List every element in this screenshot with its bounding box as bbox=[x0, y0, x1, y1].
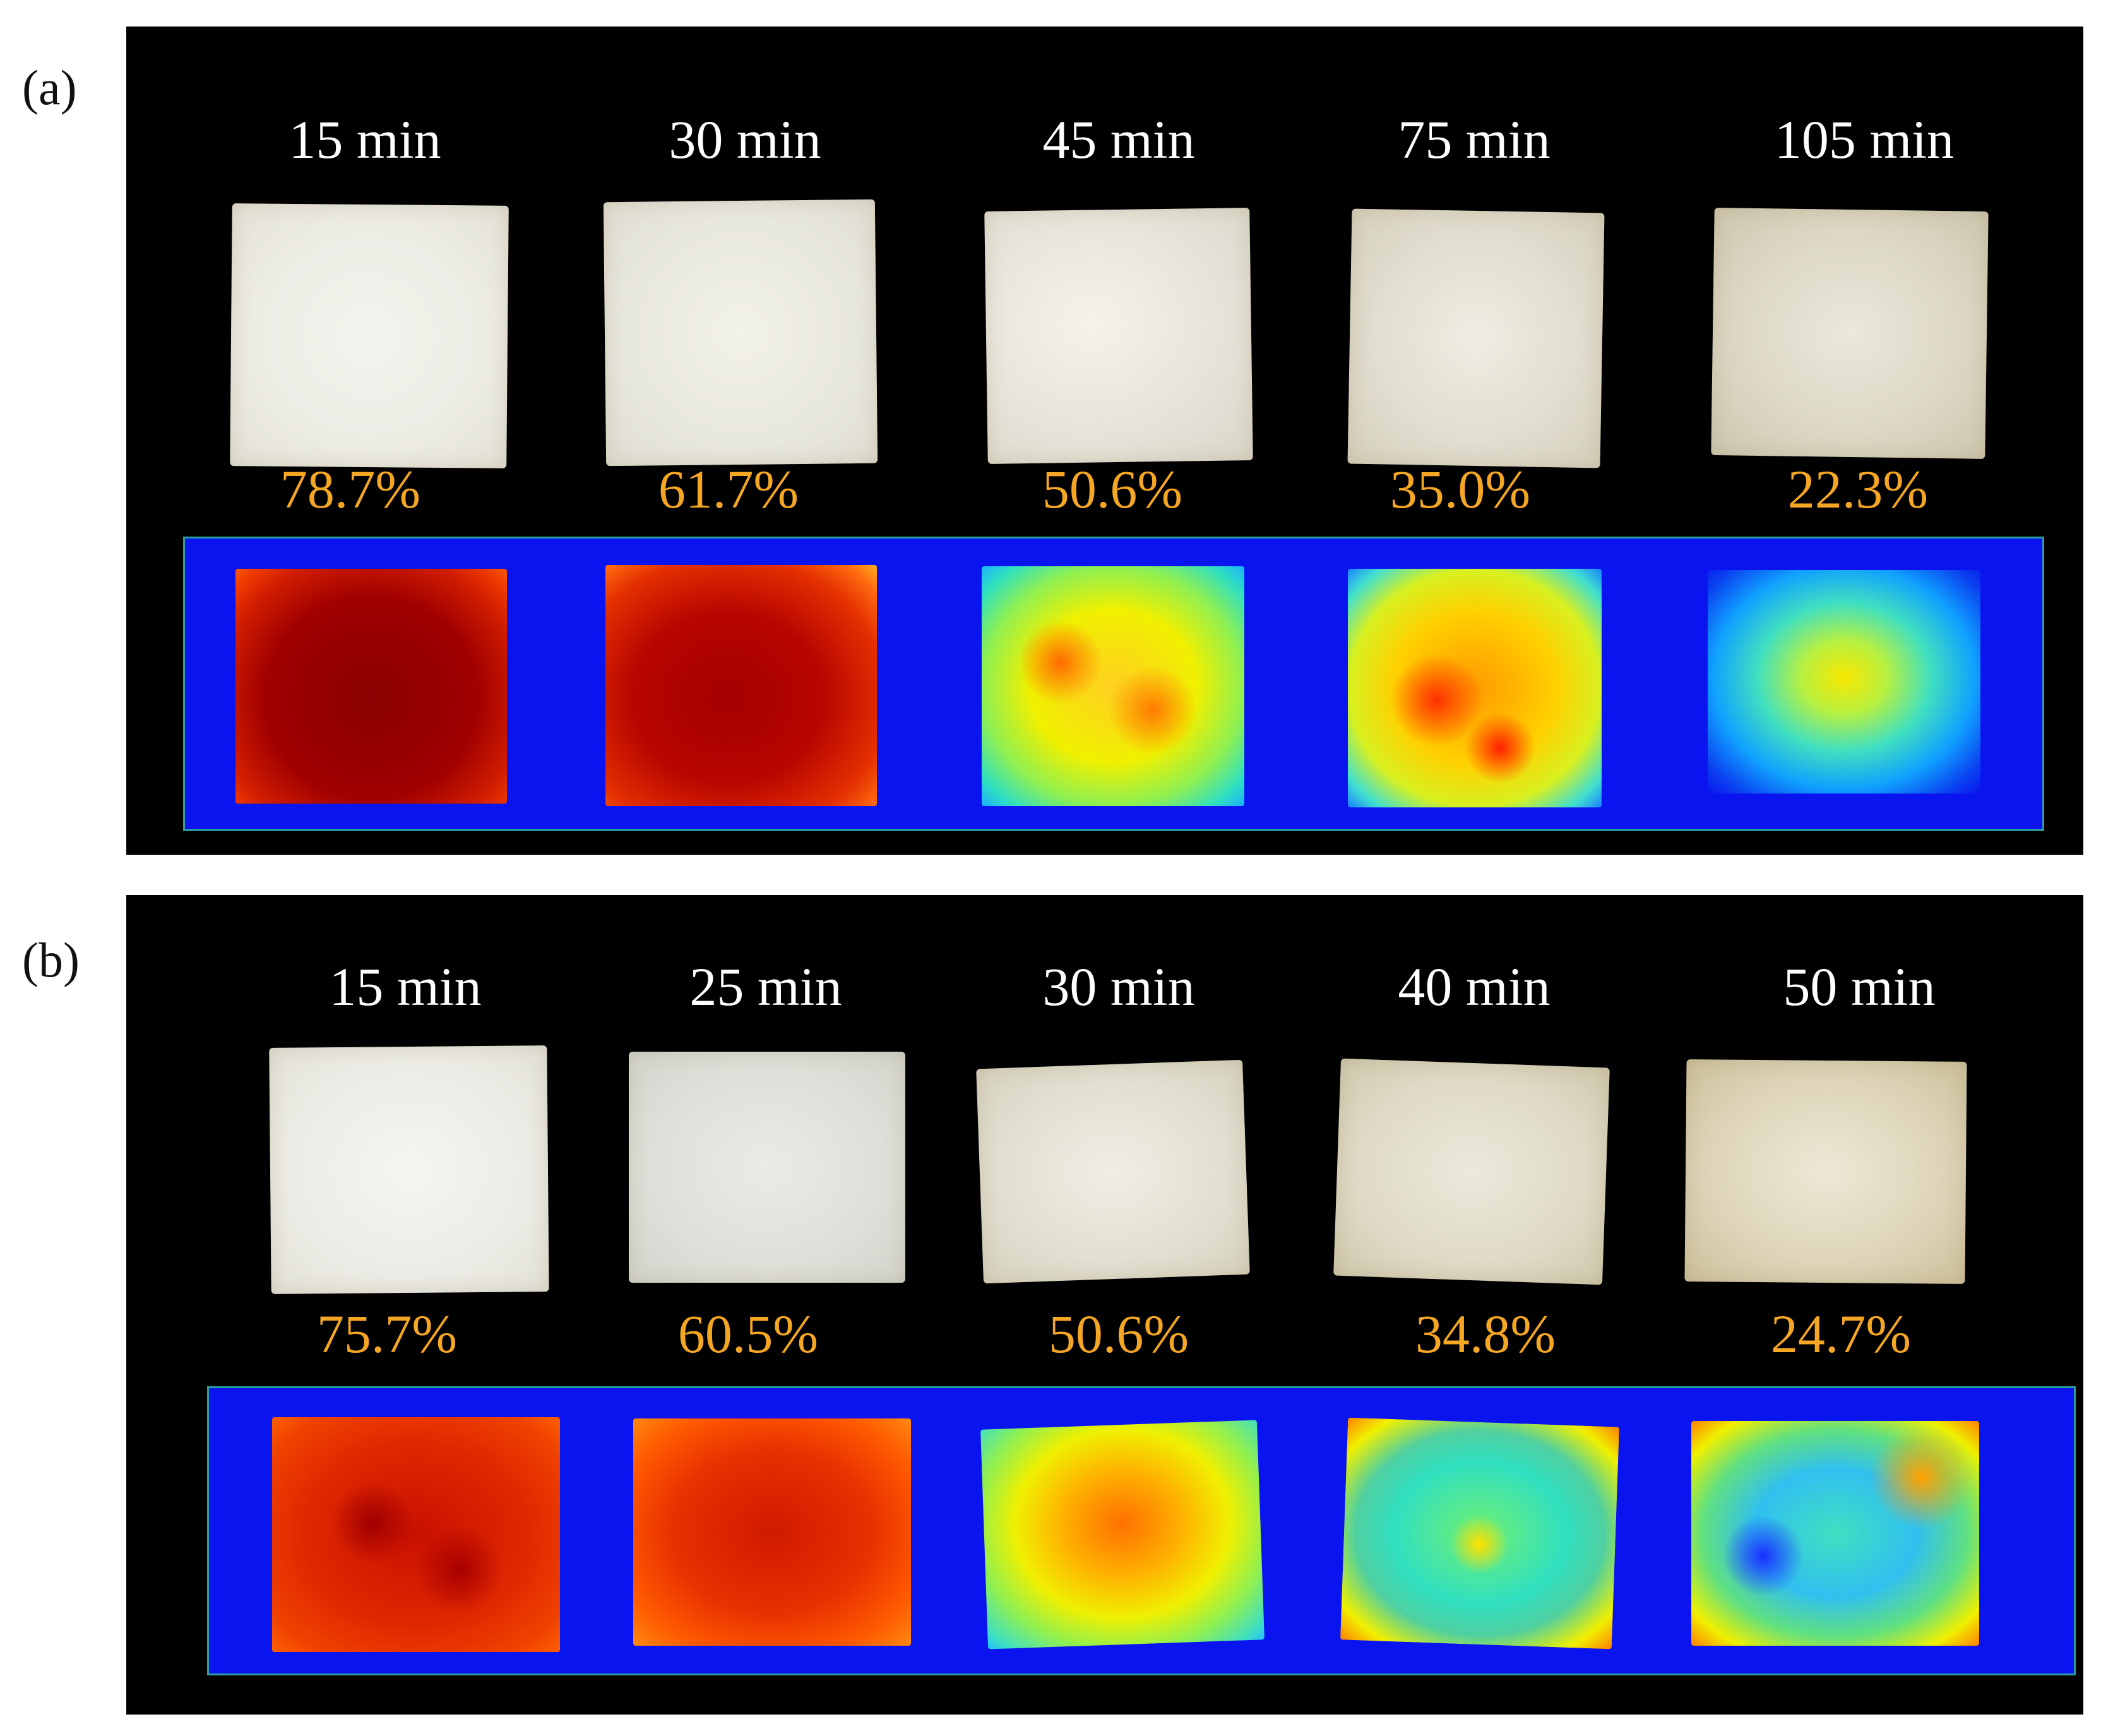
panel-b-sample-photo-3 bbox=[976, 1059, 1250, 1284]
panel-b-time-label-4: 40 min bbox=[1398, 956, 1550, 1017]
panel-b-time-label-1: 15 min bbox=[329, 956, 482, 1017]
panel-a-heatmap-strip bbox=[183, 537, 2044, 831]
panel-b: 15 min 25 min 30 min 40 min 50 min 75.7%… bbox=[126, 895, 2083, 1715]
panel-a-heatmap-2 bbox=[605, 565, 877, 806]
panel-a-moisture-label-3: 50.6% bbox=[1042, 459, 1183, 520]
panel-a-time-label-2: 30 min bbox=[669, 109, 821, 170]
panel-b-moisture-label-2: 60.5% bbox=[677, 1304, 819, 1364]
panel-b-time-label-2: 25 min bbox=[689, 956, 842, 1017]
panel-b-time-label-3: 30 min bbox=[1042, 956, 1195, 1017]
panel-b-label: (b) bbox=[22, 932, 80, 987]
panel-b-sample-photo-5 bbox=[1684, 1059, 1967, 1284]
panel-b-heatmap-4 bbox=[1340, 1417, 1620, 1650]
panel-a-sample-photo-5 bbox=[1711, 207, 1989, 460]
panel-b-heatmap-5 bbox=[1691, 1421, 1979, 1646]
panel-a-time-label-1: 15 min bbox=[289, 109, 441, 170]
panel-b-sample-photo-2 bbox=[629, 1052, 905, 1283]
panel-a-time-label-5: 105 min bbox=[1774, 109, 1955, 170]
panel-b-heatmap-1 bbox=[272, 1417, 560, 1652]
panel-a-heatmap-4 bbox=[1348, 569, 1602, 807]
panel-b-time-label-5: 50 min bbox=[1783, 956, 1936, 1017]
panel-a-moisture-label-2: 61.7% bbox=[658, 459, 799, 520]
panel-b-sample-photo-4 bbox=[1333, 1058, 1610, 1285]
panel-a-sample-photo-3 bbox=[984, 208, 1253, 464]
panel-b-sample-photo-1 bbox=[269, 1045, 549, 1294]
panel-a-heatmap-1 bbox=[235, 569, 507, 804]
panel-b-moisture-label-5: 24.7% bbox=[1770, 1304, 1912, 1364]
panel-b-heatmap-2 bbox=[633, 1418, 911, 1646]
panel-a-time-label-4: 75 min bbox=[1398, 109, 1550, 170]
panel-a-heatmap-3 bbox=[982, 566, 1244, 806]
panel-a-sample-photo-2 bbox=[603, 199, 878, 467]
panel-a: 15 min 30 min 45 min 75 min 105 min 78.7… bbox=[126, 27, 2083, 855]
panel-b-heatmap-3 bbox=[980, 1420, 1265, 1650]
panel-b-moisture-label-3: 50.6% bbox=[1048, 1304, 1189, 1364]
panel-a-moisture-label-5: 22.3% bbox=[1787, 459, 1929, 520]
panel-a-time-label-3: 45 min bbox=[1042, 109, 1195, 170]
panel-b-heatmap-strip bbox=[207, 1386, 2076, 1675]
panel-a-moisture-label-4: 35.0% bbox=[1390, 459, 1531, 520]
panel-a-heatmap-5 bbox=[1708, 570, 1980, 794]
panel-a-label: (a) bbox=[22, 60, 77, 115]
panel-b-moisture-label-1: 75.7% bbox=[316, 1304, 458, 1364]
panel-a-sample-photo-4 bbox=[1347, 208, 1605, 468]
panel-b-moisture-label-4: 34.8% bbox=[1415, 1304, 1556, 1364]
panel-a-moisture-label-1: 78.7% bbox=[280, 459, 421, 520]
panel-a-sample-photo-1 bbox=[230, 203, 509, 468]
